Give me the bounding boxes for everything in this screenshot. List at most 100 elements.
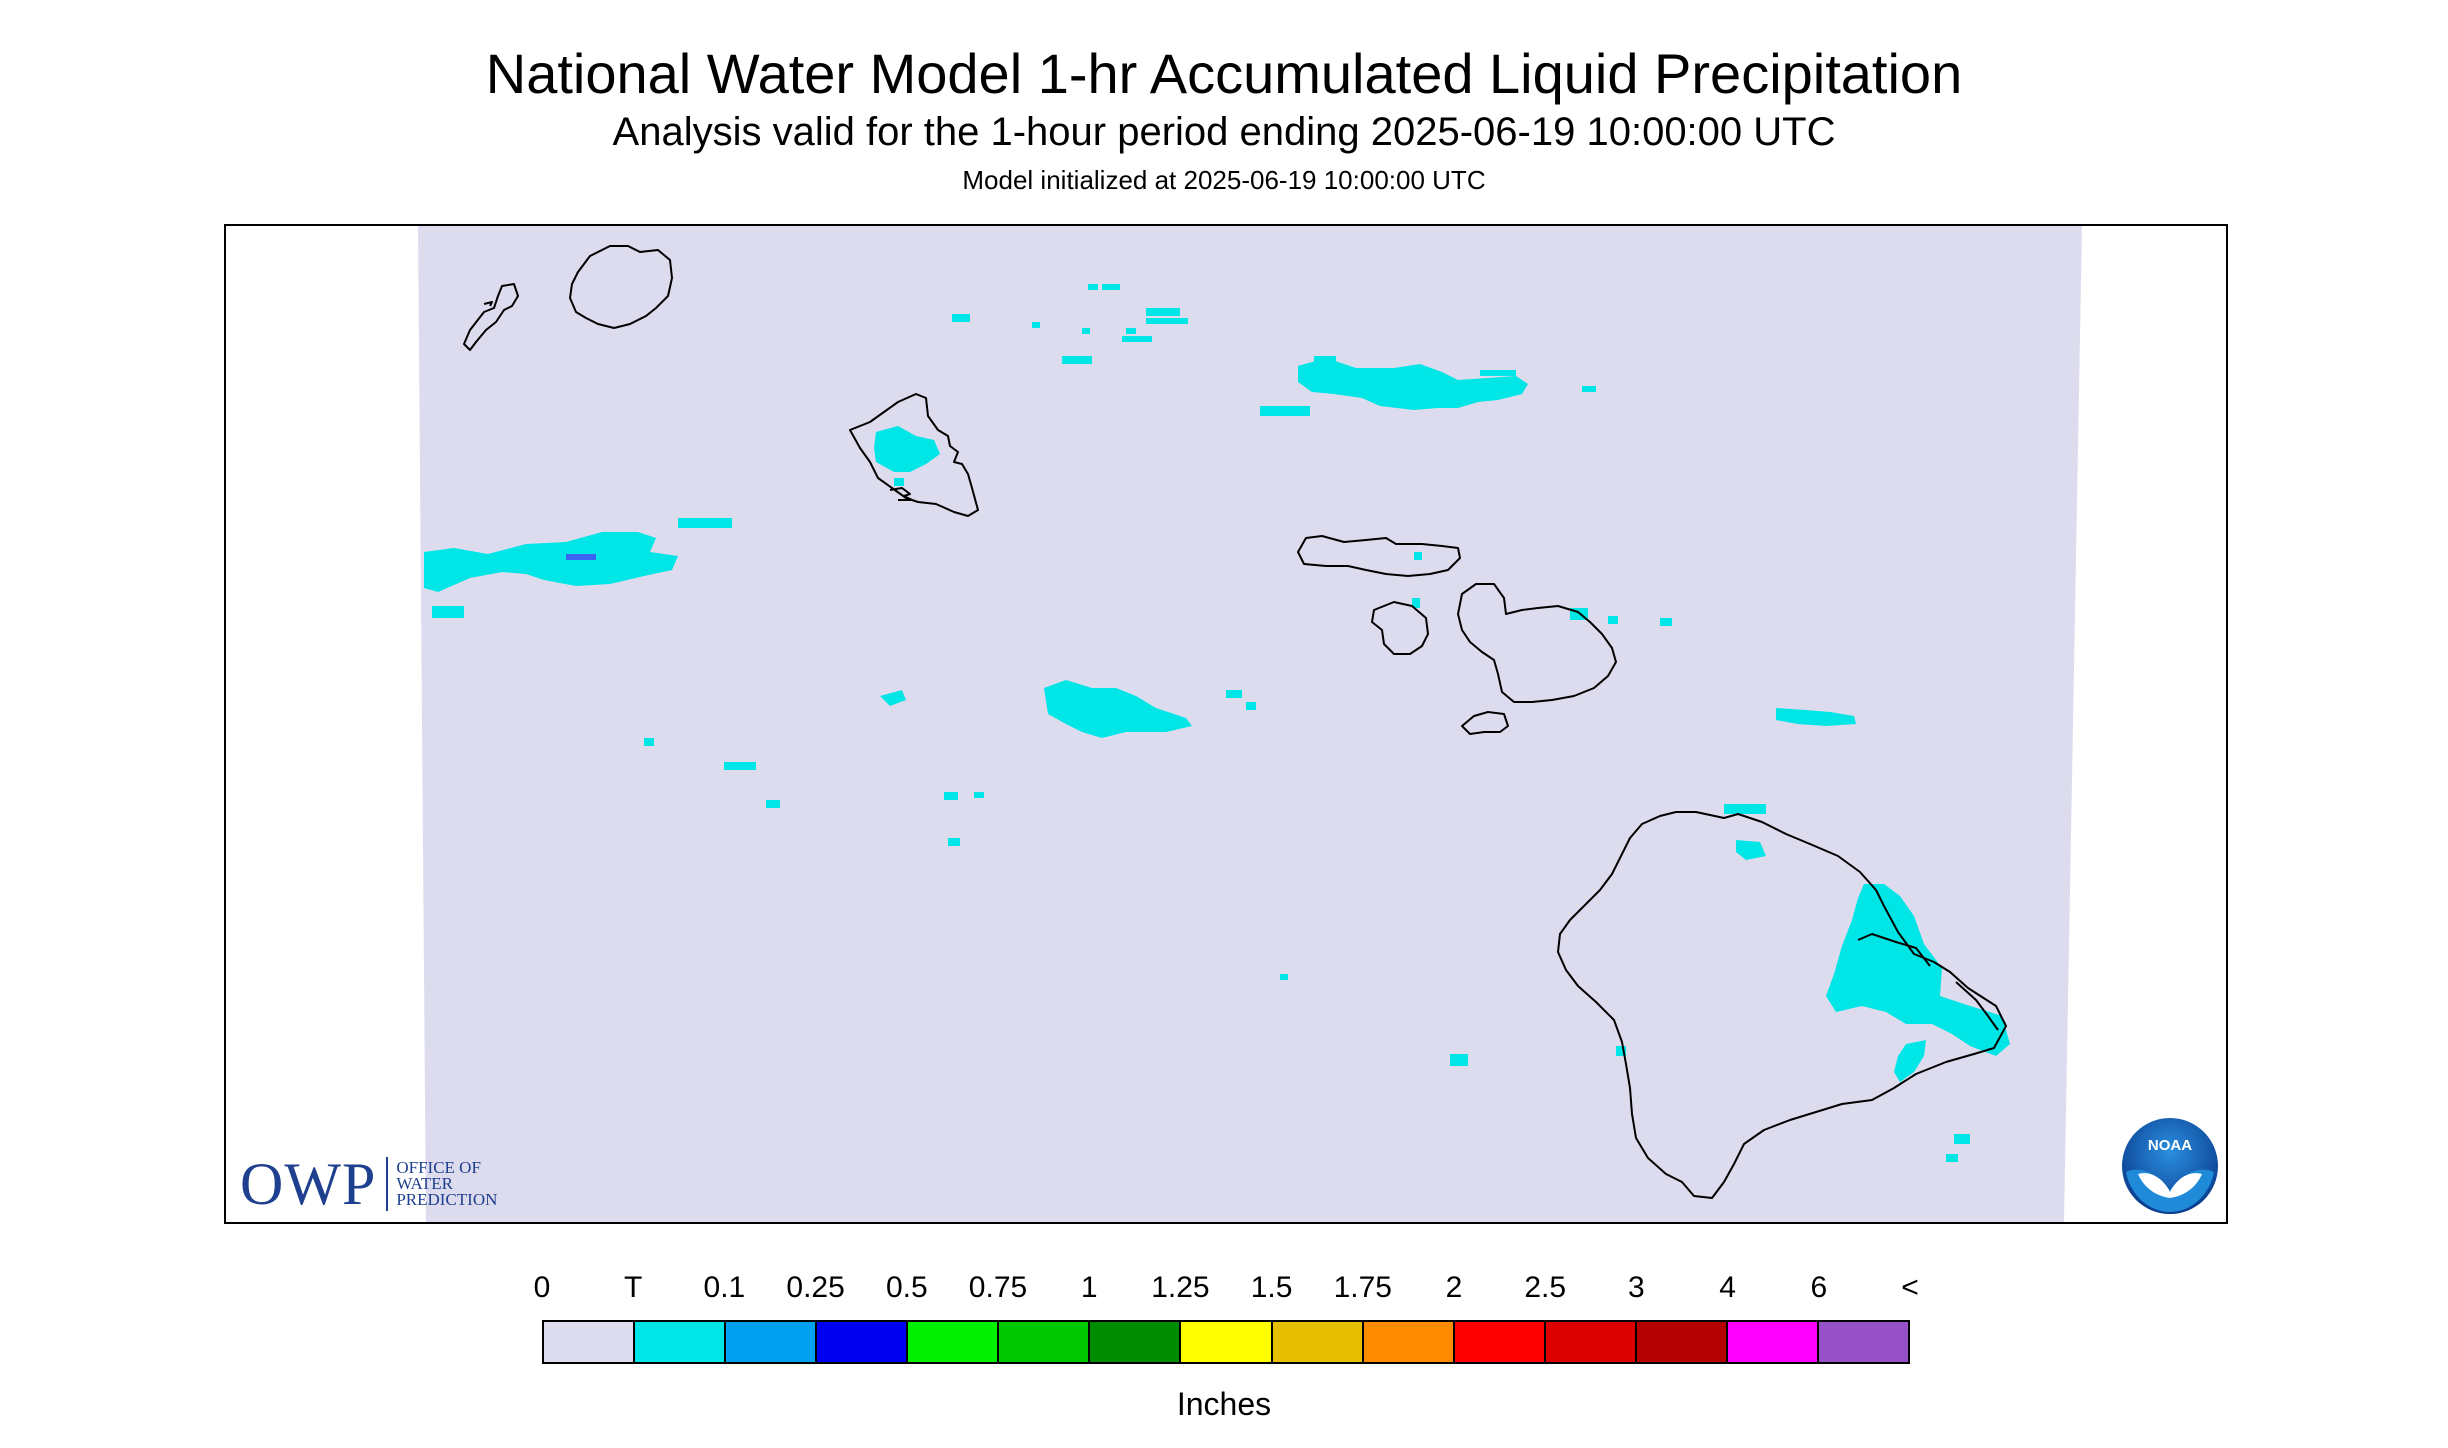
precip-area-north-1	[952, 314, 970, 322]
precip-area-mid	[1044, 680, 1192, 738]
precip-area-maui-4	[1660, 618, 1672, 626]
legend-swatch	[1272, 1322, 1364, 1362]
precip-area-mid-13	[1616, 1046, 1626, 1056]
legend-label: 0.25	[786, 1271, 845, 1304]
legend-swatch	[1181, 1322, 1273, 1362]
island-hawaii	[1557, 811, 2007, 1199]
precip-area-northeast-4	[1582, 386, 1596, 392]
precip-area-west-3	[432, 606, 464, 618]
precip-area-east-maui	[1776, 708, 1856, 726]
legend-swatch	[1545, 1322, 1637, 1362]
precip-area-hawaii-north-2	[1736, 840, 1766, 860]
precip-area-hawaii-se-2	[1946, 1154, 1958, 1162]
island-kahoolawe	[1461, 711, 1509, 735]
legend-label: 2	[1445, 1271, 1463, 1304]
legend-swatch	[1818, 1322, 1908, 1362]
precip-area-west	[424, 532, 678, 592]
owp-logo-text: OFFICE OF WATER PREDICTION	[396, 1158, 498, 1209]
legend-label: 1.75	[1333, 1271, 1392, 1304]
precip-area-north-6	[1146, 318, 1188, 324]
legend-swatch	[999, 1322, 1091, 1362]
precipitation-map	[224, 224, 2228, 1224]
precip-area-north-9	[1102, 284, 1120, 290]
precip-area-mid-8	[944, 792, 958, 800]
legend-swatch	[1454, 1322, 1546, 1362]
precip-area-mid-2	[1226, 690, 1242, 698]
precip-area-northeast	[1298, 358, 1528, 410]
hawaii-contour	[1857, 933, 1931, 967]
precip-area-west-2	[678, 518, 732, 528]
precip-area-northeast-5	[1314, 356, 1336, 364]
noaa-logo: NOAA	[2122, 1118, 2218, 1214]
legend-swatch	[726, 1322, 818, 1362]
legend-swatch	[908, 1322, 1000, 1362]
model-init-time: Model initialized at 2025-06-19 10:00:00…	[962, 165, 1486, 195]
legend-label: 0	[533, 1271, 551, 1304]
map-canvas	[418, 226, 2082, 1222]
legend-swatch	[817, 1322, 909, 1362]
pearl-harbor	[889, 487, 913, 501]
precip-area-oahu	[874, 426, 940, 472]
map-subtitle: Analysis valid for the 1-hour period end…	[612, 110, 1836, 154]
owp-logo-line-3: PREDICTION	[396, 1190, 498, 1209]
precip-area-hawaii-se-1	[1954, 1134, 1970, 1144]
color-legend	[542, 1320, 1910, 1364]
hawaii-coast-east	[1955, 981, 1999, 1031]
precip-area-northeast-3	[1480, 370, 1516, 376]
legend-label: 0.1	[703, 1271, 746, 1304]
legend-label: 0.5	[885, 1271, 928, 1304]
legend-label: T	[624, 1271, 643, 1304]
precip-area-north-4	[1082, 328, 1090, 334]
legend-swatch	[1727, 1322, 1819, 1362]
owp-logo-line-2: WATER	[396, 1174, 454, 1193]
legend-labels: 0 T 0.1 0.25 0.5 0.75 1 1.25 1.5 1.75 2 2.5 3 4 6 <	[534, 1268, 1919, 1308]
legend-swatch	[1090, 1322, 1182, 1362]
island-lanai	[1371, 601, 1429, 655]
precip-area-hawaii-south	[1894, 1040, 1926, 1082]
precip-area-north-7	[1122, 336, 1152, 342]
precip-area-north-8	[1088, 284, 1098, 290]
precip-area-north-10	[1062, 356, 1092, 364]
legend-label: 1	[1080, 1271, 1098, 1304]
precip-area-mid-9	[974, 792, 984, 798]
precip-area-maui-1	[1412, 598, 1420, 608]
legend-swatch	[1636, 1322, 1728, 1362]
legend-swatch	[1363, 1322, 1455, 1362]
legend-label: 0.75	[968, 1271, 1028, 1304]
legend-label: 1.25	[1151, 1271, 1210, 1304]
owp-logo-mark: OWP	[240, 1151, 377, 1217]
island-molokai	[1297, 535, 1461, 577]
owp-logo: OWP OFFICE OF WATER PREDICTION	[240, 1154, 497, 1214]
precip-area-oahu-2	[894, 478, 904, 486]
precip-area-hawaii-north	[1724, 804, 1766, 814]
precip-area-mid-6	[724, 762, 756, 770]
legend-label: 4	[1719, 1271, 1736, 1304]
precip-area-mid-7	[766, 800, 780, 808]
precip-area-mid-12	[1450, 1054, 1468, 1066]
precip-area-north-2	[1032, 322, 1040, 328]
owp-logo-divider	[386, 1157, 389, 1211]
legend-swatch	[544, 1322, 636, 1362]
legend-unit: Inches	[1176, 1386, 1272, 1422]
precip-area-mid-10	[948, 838, 960, 846]
precip-area-northeast-2	[1260, 406, 1310, 416]
precip-areas	[424, 284, 2010, 1162]
precip-area-mid-3	[1246, 702, 1256, 710]
coastlines	[463, 245, 2007, 1199]
island-kauai	[569, 245, 673, 329]
owp-logo-line-1: OFFICE OF	[396, 1158, 481, 1177]
precip-area-0-1in	[566, 554, 596, 560]
legend-label: 1.5	[1250, 1271, 1293, 1304]
island-niihau	[463, 283, 519, 351]
precip-area-mid-4	[880, 690, 906, 706]
precip-area-mid-11	[1280, 974, 1288, 980]
island-lehua	[483, 301, 493, 307]
legend-swatch	[635, 1322, 727, 1362]
island-maui	[1457, 583, 1617, 703]
precip-area-maui-3	[1608, 616, 1618, 624]
legend-label: 6	[1810, 1271, 1828, 1304]
legend-label: 3	[1628, 1271, 1645, 1304]
precip-area-mid-5	[644, 738, 654, 746]
precip-area-north-5	[1146, 308, 1180, 316]
noaa-logo-text: NOAA	[2148, 1137, 2192, 1154]
